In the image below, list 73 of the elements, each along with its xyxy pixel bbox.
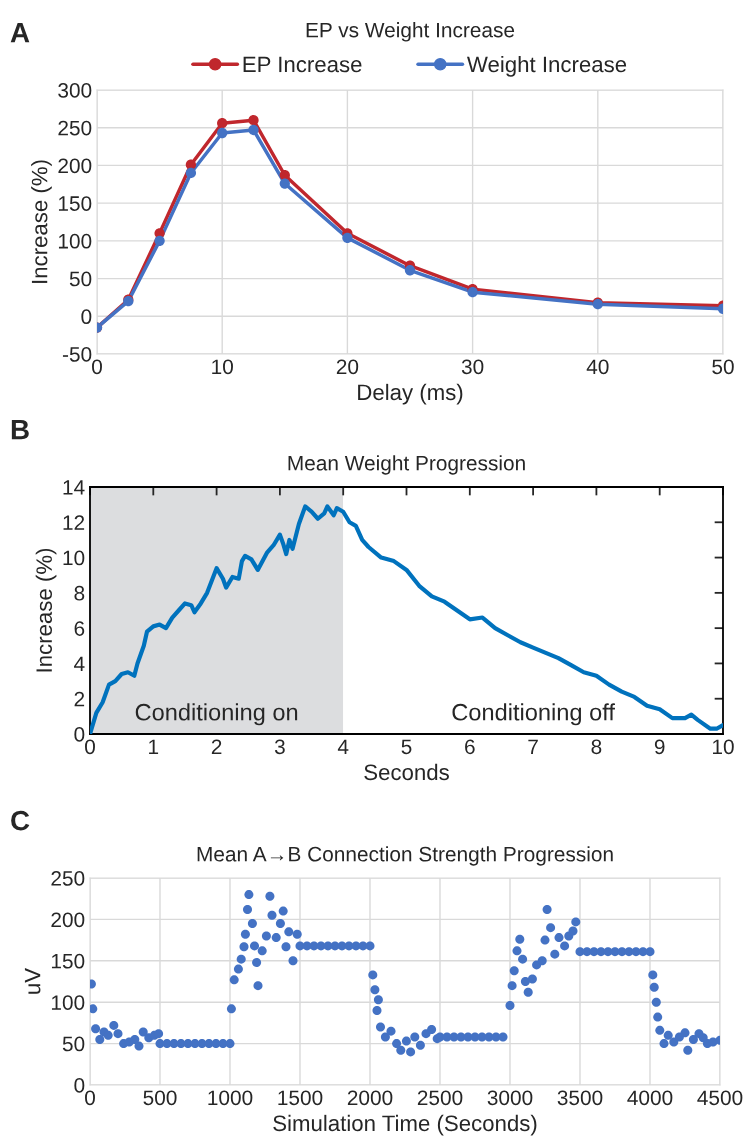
y-axis-title: Increase (%) [31, 160, 52, 283]
band-label: Conditioning on [135, 703, 298, 726]
x-tick-label: 10 [212, 359, 233, 375]
point [217, 127, 228, 139]
point [248, 124, 259, 136]
y-tick-label: 50 [62, 1036, 85, 1052]
y-tick-label: 2 [74, 691, 85, 707]
y-tick-label: 250 [51, 871, 85, 886]
x-tick-label: 7 [528, 739, 538, 754]
y-tick-label: 300 [58, 83, 92, 98]
point [185, 167, 197, 179]
y-tick-label: 200 [51, 912, 85, 928]
y-tick-label: 4 [74, 656, 85, 671]
x-axis-title: Delay (ms) [358, 383, 463, 405]
x-tick-label: 30 [461, 359, 484, 375]
y-axis-title: Increase (%) [35, 548, 57, 672]
y-tick-label: 100 [58, 233, 92, 249]
x-tick-label: 4000 [627, 1090, 673, 1106]
text: A [10, 23, 30, 43]
text: C [11, 810, 30, 831]
x-tick-label: 50 [712, 359, 734, 375]
x-tick-label: 2500 [417, 1090, 463, 1106]
x-tick-label: 5 [401, 739, 412, 755]
y-tick-label: 200 [58, 158, 92, 174]
x-tick-label: 3000 [487, 1090, 533, 1106]
y-tick-label: 250 [58, 120, 92, 136]
x-tick-label: 4500 [697, 1090, 743, 1106]
point [279, 178, 290, 189]
x-tick-label: 9 [654, 739, 665, 755]
x-tick-label: 0 [92, 359, 102, 375]
chart-title: Mean Weight Progression [288, 455, 525, 475]
y-tick-label: 0 [74, 727, 85, 742]
y-tick-label: 6 [74, 621, 85, 636]
y-tick-label: -50 [62, 347, 92, 362]
x-tick-label: 8 [591, 739, 602, 755]
legend-label: Weight Increase [467, 55, 627, 77]
x-tick-label: 3500 [557, 1090, 603, 1106]
point [248, 115, 259, 126]
point [279, 170, 290, 181]
y-tick-label: 0 [74, 1078, 85, 1093]
x-tick-label: 1 [149, 739, 159, 754]
point [342, 232, 353, 243]
x-tick-label: 6 [465, 739, 475, 755]
point [154, 235, 165, 247]
y-tick-label: 8 [74, 585, 85, 601]
x-axis-title: Seconds [364, 763, 449, 781]
x-tick-label: 3 [274, 739, 285, 755]
text: B [11, 420, 29, 440]
y-tick-label: 100 [51, 995, 85, 1010]
chart-title: EP vs Weight Increase [306, 22, 515, 42]
y-tick-label: 150 [51, 953, 85, 969]
x-tick-label: 1000 [208, 1090, 253, 1106]
x-tick-label: 1500 [278, 1090, 323, 1106]
x-axis-title: Simulation Time (Seconds) [273, 1114, 537, 1136]
y-tick-label: 12 [63, 515, 85, 530]
point [217, 118, 228, 129]
chart-title: Mean A→B Connection Strength Progression [197, 846, 613, 866]
x-tick-label: 40 [586, 359, 609, 375]
y-tick-label: 0 [81, 309, 92, 325]
y-tick-label: 50 [69, 271, 92, 287]
y-tick-label: 150 [58, 196, 92, 211]
x-tick-label: 20 [336, 359, 359, 375]
y-tick-label: 14 [63, 480, 85, 495]
x-tick-label: 2000 [347, 1090, 393, 1106]
x-tick-label: 4 [337, 739, 349, 754]
band-label: Conditioning off [452, 703, 615, 726]
x-tick-label: 2 [211, 739, 222, 754]
y-axis-title: uV [24, 968, 41, 994]
y-tick-label: 10 [63, 550, 85, 566]
legend-label: EP Increase [243, 56, 362, 73]
point [404, 265, 416, 276]
x-tick-label: 500 [143, 1090, 177, 1106]
x-tick-label: 10 [713, 739, 734, 755]
